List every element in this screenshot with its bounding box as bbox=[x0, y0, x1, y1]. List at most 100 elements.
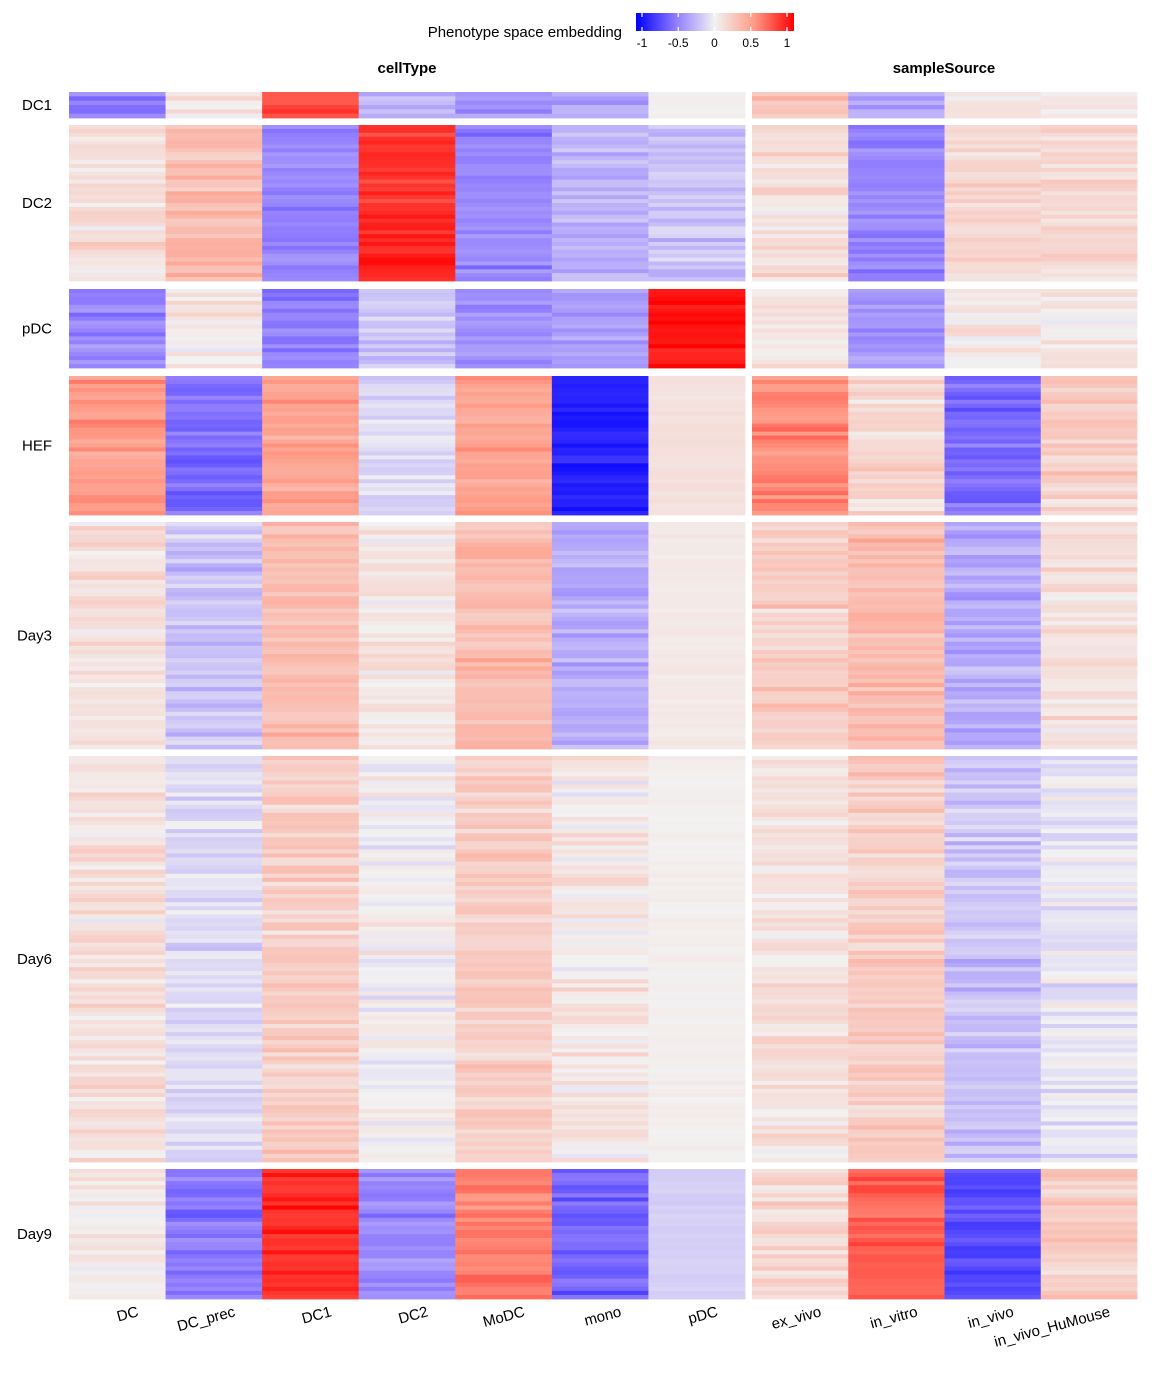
heatmap-cell bbox=[551, 507, 649, 512]
heatmap-cell bbox=[551, 1084, 649, 1090]
heatmap-cell bbox=[848, 1205, 945, 1211]
heatmap-cell bbox=[648, 360, 746, 365]
heatmap-cell bbox=[1040, 324, 1138, 329]
heatmap-cell bbox=[752, 364, 849, 369]
heatmap-cell bbox=[455, 800, 553, 806]
heatmap-cell bbox=[944, 695, 1042, 700]
heatmap-cell bbox=[551, 674, 649, 680]
heatmap-cell bbox=[944, 1011, 1042, 1017]
heatmap-cell bbox=[358, 550, 456, 556]
heatmap-cell bbox=[752, 125, 849, 130]
heatmap-cell bbox=[848, 555, 945, 560]
heatmap-cell bbox=[69, 922, 166, 927]
heatmap-cell bbox=[648, 423, 746, 429]
heatmap-cell bbox=[551, 522, 649, 527]
heatmap-cell bbox=[752, 555, 849, 560]
heatmap-cell bbox=[69, 825, 166, 830]
heatmap-cell bbox=[69, 277, 166, 282]
heatmap-cell bbox=[944, 975, 1042, 980]
heatmap-cell bbox=[1040, 1177, 1138, 1182]
heatmap-cell bbox=[551, 226, 649, 231]
heatmap-cell bbox=[944, 1109, 1042, 1114]
heatmap-cell bbox=[551, 304, 649, 310]
heatmap-cell bbox=[262, 1113, 360, 1118]
heatmap-cell bbox=[752, 328, 849, 333]
heatmap-cell bbox=[262, 113, 360, 119]
heatmap-cell bbox=[1040, 637, 1138, 643]
heatmap-cell bbox=[1040, 463, 1138, 468]
heatmap-cell bbox=[165, 682, 263, 688]
heatmap-cell bbox=[358, 132, 456, 138]
heatmap-cell bbox=[455, 152, 553, 157]
heatmap-cell bbox=[262, 1201, 360, 1206]
heatmap-cell bbox=[1040, 1015, 1138, 1021]
heatmap-cell bbox=[455, 950, 553, 956]
heatmap-cell bbox=[262, 364, 360, 369]
heatmap-cell bbox=[551, 1254, 649, 1259]
heatmap-cell bbox=[455, 253, 553, 258]
heatmap-cell bbox=[1040, 1193, 1138, 1198]
heatmap-cell bbox=[944, 503, 1042, 508]
heatmap-cell bbox=[848, 511, 945, 516]
heatmap-cell bbox=[752, 1181, 849, 1186]
heatmap-cell bbox=[358, 471, 456, 476]
heatmap-cell bbox=[1040, 550, 1138, 556]
heatmap-cell bbox=[358, 760, 456, 765]
heatmap-cell bbox=[69, 522, 166, 527]
heatmap-cell bbox=[165, 459, 263, 464]
heatmap-cell bbox=[262, 703, 360, 709]
heatmap-cell bbox=[848, 720, 945, 725]
heatmap-cell bbox=[648, 1221, 746, 1227]
heatmap-cell bbox=[551, 649, 649, 655]
heatmap-cell bbox=[1040, 804, 1138, 810]
heatmap-cell bbox=[944, 1048, 1042, 1053]
heatmap-cell bbox=[262, 881, 360, 887]
heatmap-cell bbox=[848, 495, 945, 500]
heatmap-cell bbox=[648, 1141, 746, 1147]
heatmap-cell bbox=[262, 1101, 360, 1106]
heatmap-cell bbox=[262, 483, 360, 488]
heatmap-cell bbox=[165, 183, 263, 188]
heatmap-cell bbox=[165, 507, 263, 512]
heatmap-cell bbox=[69, 148, 166, 153]
heatmap-cell bbox=[455, 720, 553, 725]
heatmap-cell bbox=[69, 829, 166, 834]
heatmap-cell bbox=[551, 1101, 649, 1106]
heatmap-cell bbox=[752, 1056, 849, 1061]
heatmap-cell bbox=[455, 865, 553, 871]
heatmap-cell bbox=[752, 910, 849, 915]
heatmap-cell bbox=[165, 1028, 263, 1033]
heatmap-cell bbox=[69, 230, 166, 235]
heatmap-cell bbox=[752, 732, 849, 738]
heatmap-cell bbox=[69, 435, 166, 440]
heatmap-cell bbox=[944, 1076, 1042, 1082]
heatmap-cell bbox=[752, 987, 849, 992]
heatmap-cell bbox=[69, 1278, 166, 1284]
heatmap-cell bbox=[262, 415, 360, 421]
heatmap-cell bbox=[1040, 902, 1138, 907]
heatmap-cell bbox=[358, 538, 456, 544]
heatmap-cell bbox=[944, 637, 1042, 643]
heatmap-cell bbox=[551, 898, 649, 903]
heatmap-cell bbox=[455, 784, 553, 789]
heatmap-cell bbox=[262, 511, 360, 516]
heatmap-cell bbox=[551, 546, 649, 552]
heatmap-cell bbox=[848, 411, 945, 417]
heatmap-cell bbox=[358, 853, 456, 858]
heatmap-cell bbox=[165, 768, 263, 773]
heatmap-cell bbox=[1040, 160, 1138, 165]
heatmap-cell bbox=[165, 431, 263, 436]
heatmap-cell bbox=[944, 1019, 1042, 1025]
heatmap-cell bbox=[358, 203, 456, 208]
heatmap-cell bbox=[69, 312, 166, 318]
heatmap-cell bbox=[1040, 125, 1138, 130]
heatmap-cell bbox=[69, 1286, 166, 1292]
heatmap-cell bbox=[944, 191, 1042, 196]
heatmap-cell bbox=[1040, 1072, 1138, 1078]
heatmap-cell bbox=[165, 1294, 263, 1300]
heatmap-cell bbox=[69, 820, 166, 826]
heatmap-cell bbox=[262, 596, 360, 601]
heatmap-cell bbox=[358, 304, 456, 310]
heatmap-cell bbox=[358, 682, 456, 688]
heatmap-cell bbox=[69, 873, 166, 879]
